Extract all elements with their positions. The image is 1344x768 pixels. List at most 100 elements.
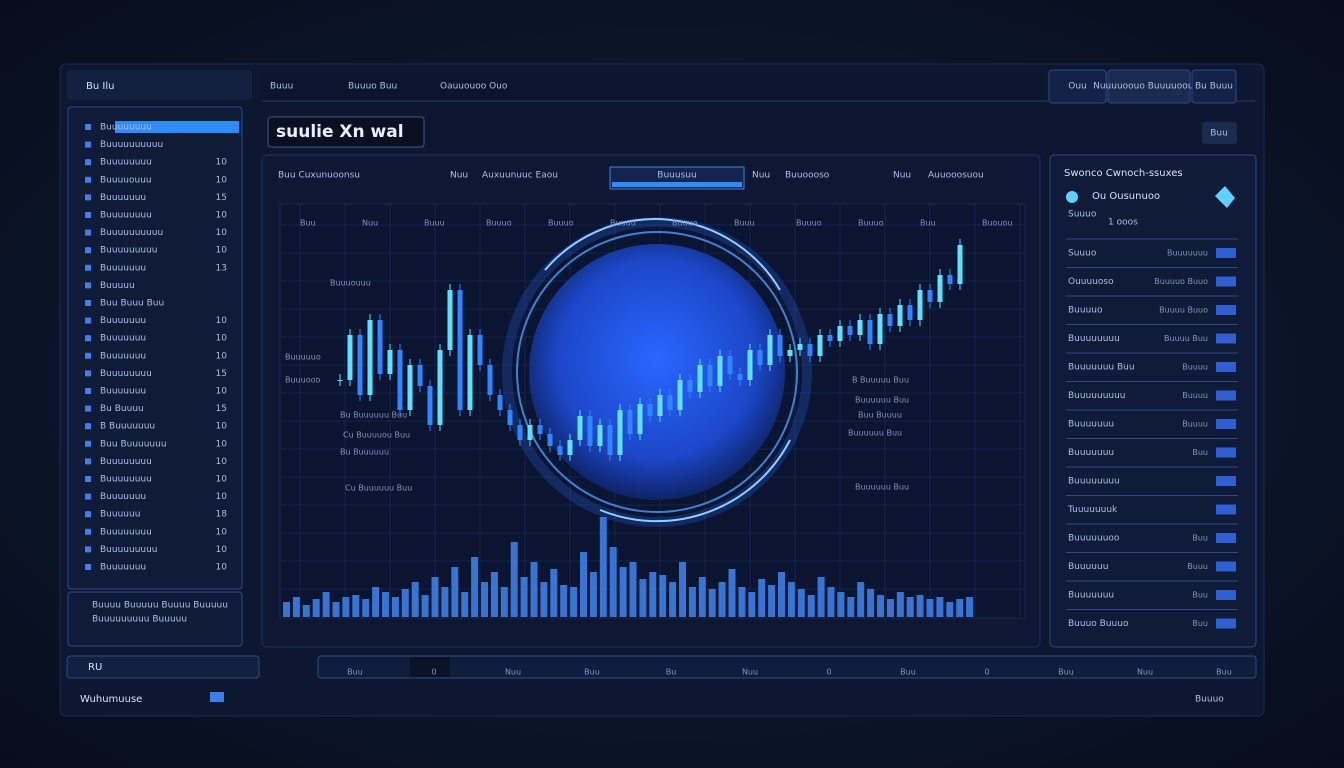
top-button[interactable]: [1048, 69, 1107, 104]
right-row-value: Buuuu Buu: [1164, 334, 1208, 343]
row-icon: [85, 476, 91, 482]
row-button[interactable]: [1216, 248, 1236, 258]
right-row-label[interactable]: Buuuuuuu: [1068, 591, 1114, 601]
row-value: 15: [216, 404, 227, 414]
row-value: 10: [216, 228, 228, 238]
row-button[interactable]: [1216, 333, 1236, 344]
volume-bar: [550, 569, 558, 617]
sidebar-list: [67, 106, 243, 590]
row-button[interactable]: [1216, 390, 1236, 401]
right-row-label[interactable]: Buuuuo: [1068, 306, 1103, 316]
candle: [407, 365, 413, 410]
row-label[interactable]: Buuuuuuu: [100, 263, 146, 273]
row-label[interactable]: Buuuuuuuu: [100, 211, 152, 221]
row-label[interactable]: Buuuuuuu: [100, 563, 146, 573]
row-label[interactable]: Buuuuuuu: [100, 316, 146, 326]
candle: [567, 440, 573, 455]
row-label[interactable]: Buuuuuuu: [100, 492, 146, 502]
row-label[interactable]: Buuuuuuuu: [100, 123, 152, 133]
top-item[interactable]: Oauuouoo Ouo: [440, 82, 508, 92]
timeline-thumb[interactable]: [410, 657, 450, 677]
row-label[interactable]: Buuuuuuuu: [100, 369, 152, 379]
row-label[interactable]: B Buuuuuuu: [100, 422, 155, 432]
volume-bar: [451, 567, 459, 617]
row-button[interactable]: [1216, 561, 1236, 572]
row-value: 10: [216, 175, 228, 185]
right-row-label[interactable]: Buuuuuuuuu: [1068, 391, 1126, 401]
row-label[interactable]: Buuuuuuuuu: [100, 545, 158, 555]
row-button[interactable]: [1216, 618, 1236, 629]
volume-bar: [609, 547, 617, 617]
row-icon: [85, 317, 91, 324]
row-label[interactable]: Buuuuuuuuuu: [100, 228, 163, 238]
top-button-label: Nuuuuoouo Buuuuoouuu: [1093, 82, 1205, 92]
corner-button[interactable]: [1202, 122, 1237, 144]
right-row-label[interactable]: Buuuuuuu Buu: [1068, 363, 1135, 373]
row-button[interactable]: [1216, 305, 1236, 315]
candle: [637, 404, 643, 434]
annotation: Cu Buuuuou Buu: [343, 431, 410, 440]
row-button[interactable]: [1216, 590, 1236, 600]
row-icon: [85, 212, 91, 218]
top-item[interactable]: Buuu: [270, 82, 293, 92]
tab-label[interactable]: Buu Cuxunuoonsu: [278, 171, 360, 181]
row-label[interactable]: Buu Buuu Buu: [100, 299, 164, 309]
row-button[interactable]: [1216, 447, 1236, 458]
row-label[interactable]: Buuuuuuuu: [100, 527, 152, 537]
row-label[interactable]: Buuuuuuuuu: [100, 246, 158, 256]
row-button[interactable]: [1216, 533, 1236, 543]
volume-bar: [817, 577, 825, 617]
volume-bar: [778, 572, 785, 617]
row-label[interactable]: Buuuuuuuu: [100, 158, 152, 168]
right-row-label[interactable]: Tuuuuuuuk: [1067, 505, 1118, 515]
row-label[interactable]: Buuuuuuuuuu: [100, 140, 163, 150]
row-label[interactable]: Buuuuu: [100, 281, 135, 291]
right-row-label[interactable]: Suuuo: [1068, 249, 1097, 259]
right-row-label[interactable]: Buuuuuuoo: [1068, 534, 1120, 544]
row-label[interactable]: Buuuuuu: [100, 510, 140, 520]
tab-label[interactable]: Nuu: [752, 171, 770, 181]
right-row-label[interactable]: Buuuuuuuu: [1068, 477, 1120, 487]
top-button-label: Ouu: [1068, 82, 1087, 92]
volume-bar: [352, 595, 360, 617]
row-value: 10: [216, 211, 228, 221]
tab-label[interactable]: Auxuunuuc Eaou: [482, 171, 558, 181]
volume-bar: [629, 562, 637, 617]
tab-label[interactable]: Nuu: [893, 171, 911, 181]
volume-bar: [530, 562, 538, 617]
row-label[interactable]: Buuuuouuu: [100, 175, 152, 185]
row-label[interactable]: Buuuuuuu: [100, 387, 146, 397]
right-row-label[interactable]: Buuuo Buuuo: [1068, 619, 1129, 629]
top-button[interactable]: [1107, 69, 1191, 104]
tab-label[interactable]: Buuoooso: [785, 171, 830, 181]
top-button[interactable]: [1191, 69, 1237, 104]
row-label[interactable]: Buuuuuuu: [100, 334, 146, 344]
right-row-label[interactable]: Buuuuuu: [1068, 562, 1108, 572]
column-label: Buouou: [982, 219, 1013, 228]
right-row-label[interactable]: Ouuuuoso: [1068, 277, 1114, 287]
row-label[interactable]: Bu Buuuu: [100, 404, 144, 414]
row-label[interactable]: Buu Buuuuuuu: [100, 439, 167, 449]
row-label[interactable]: Buuuuuuuu: [100, 475, 152, 485]
row-button[interactable]: [1216, 504, 1236, 515]
top-item[interactable]: Buuuo Buu: [348, 82, 397, 92]
row-label[interactable]: Buuuuuuu: [100, 351, 146, 361]
row-label[interactable]: Buuuuuuuu: [100, 457, 152, 467]
row-button[interactable]: [1216, 419, 1236, 429]
volume-bar: [411, 582, 419, 617]
row-button[interactable]: [1216, 276, 1236, 287]
right-row-label[interactable]: Buuuuuuu: [1068, 420, 1114, 430]
right-row-label[interactable]: Buuuuuuuu: [1068, 334, 1120, 344]
row-value: 10: [216, 439, 228, 449]
volume-bar: [797, 589, 805, 617]
tab-label[interactable]: Auuooosuou: [928, 171, 984, 181]
volume-bar: [580, 552, 587, 617]
row-button[interactable]: [1216, 362, 1236, 372]
right-row-label[interactable]: Buuuuuuu: [1068, 448, 1114, 458]
row-label[interactable]: Buuuuuuu: [100, 193, 146, 203]
annotation: Buu Buuuu: [858, 411, 902, 420]
row-button[interactable]: [1216, 476, 1236, 486]
volume-bar: [332, 602, 340, 617]
tab-label[interactable]: Nuu: [450, 171, 468, 181]
timeline-label: Buu: [1216, 668, 1232, 677]
